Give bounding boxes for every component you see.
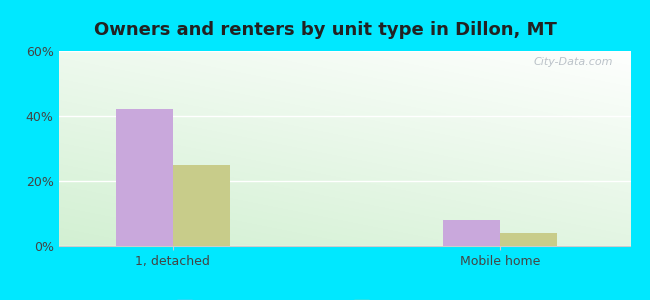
Legend: Owner occupied units, Renter occupied units: Owner occupied units, Renter occupied un… — [172, 295, 517, 300]
Text: City-Data.com: City-Data.com — [534, 57, 614, 67]
Bar — [173, 165, 230, 246]
Bar — [500, 233, 557, 246]
Bar — [443, 220, 500, 246]
Bar — [116, 110, 173, 246]
Text: Owners and renters by unit type in Dillon, MT: Owners and renters by unit type in Dillo… — [94, 21, 556, 39]
